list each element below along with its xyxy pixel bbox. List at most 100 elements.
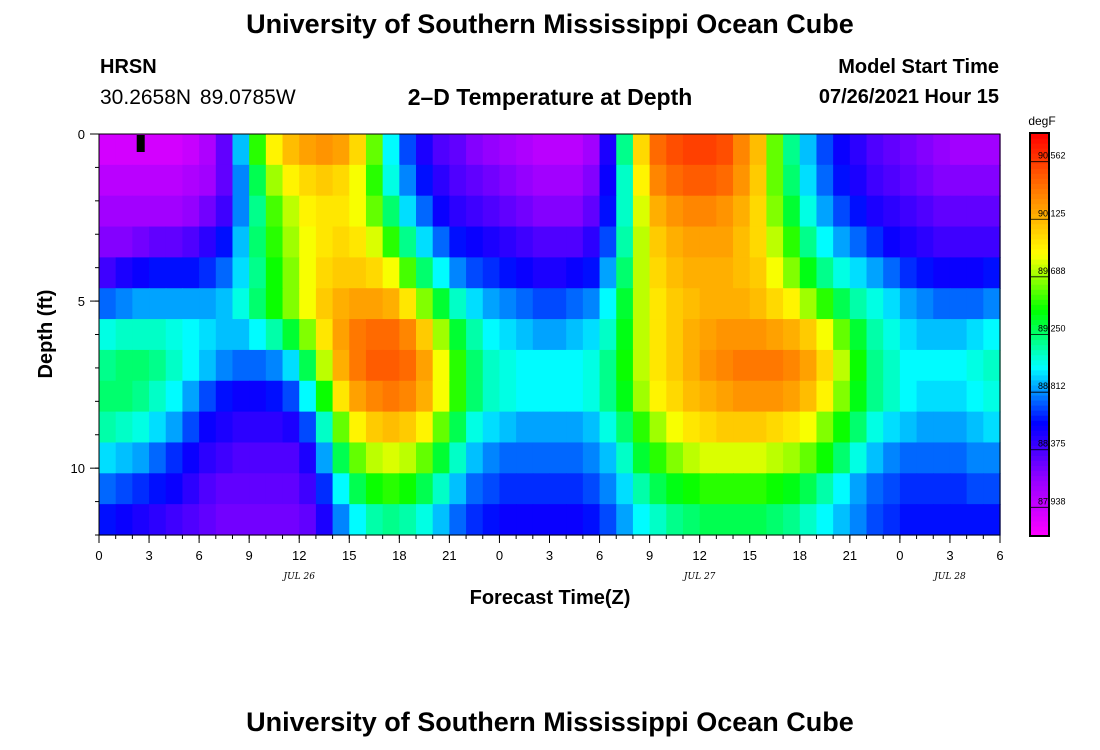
heatmap-cell xyxy=(616,473,634,505)
x-tick-label: 9 xyxy=(246,548,253,563)
heatmap-cell xyxy=(649,134,667,166)
heatmap-cell xyxy=(265,164,284,197)
heatmap-cell xyxy=(783,226,801,258)
heatmap-cell xyxy=(799,288,818,320)
heatmap-cell xyxy=(616,349,634,382)
heatmap-cell xyxy=(899,319,918,351)
heatmap-cell xyxy=(816,134,834,166)
x-tick-label: 12 xyxy=(692,548,706,563)
heatmap-cell xyxy=(315,411,334,444)
heatmap-cell xyxy=(466,164,484,197)
heatmap-cell xyxy=(666,349,684,382)
heatmap-cell xyxy=(115,349,133,382)
colorbar-tick-label: 90.562 xyxy=(1038,151,1066,161)
heatmap-cell xyxy=(499,257,517,289)
heatmap-cell xyxy=(232,380,250,413)
heatmap-cell xyxy=(916,349,934,382)
heatmap-cell xyxy=(215,380,234,413)
heatmap-cell xyxy=(716,164,734,197)
heatmap-cell xyxy=(215,288,234,320)
heatmap-cell xyxy=(482,288,501,320)
colorbar-segment xyxy=(1030,168,1049,174)
heatmap-cell xyxy=(232,257,250,289)
heatmap-cell xyxy=(349,504,367,536)
colorbar-segment xyxy=(1030,319,1049,326)
colorbar-segment xyxy=(1030,470,1049,477)
heatmap-cell xyxy=(866,134,884,166)
heatmap-cell xyxy=(115,226,133,258)
heatmap-cell xyxy=(516,442,534,474)
heatmap-cell xyxy=(215,504,234,536)
heatmap-cell xyxy=(983,226,1001,258)
heatmap-cell xyxy=(949,473,968,505)
heatmap-cell xyxy=(99,411,117,444)
heatmap-cell xyxy=(883,380,901,413)
heatmap-cell xyxy=(833,504,851,536)
heatmap-cell xyxy=(282,411,300,444)
y-tick-label: 0 xyxy=(78,127,85,142)
heatmap-cell xyxy=(682,164,701,197)
heatmap-cell xyxy=(365,288,384,320)
colorbar-segment xyxy=(1030,178,1049,184)
heatmap-cell xyxy=(766,442,784,474)
colorbar-segment xyxy=(1030,314,1049,320)
heatmap-cell xyxy=(282,134,300,166)
heatmap-cell xyxy=(599,195,617,228)
colorbar-tick-label: 90.125 xyxy=(1038,208,1066,218)
heatmap-cell xyxy=(265,349,284,382)
heatmap-cell xyxy=(849,164,868,197)
heatmap-cell xyxy=(599,134,617,166)
colorbar-tick-label: 88.812 xyxy=(1038,381,1066,391)
heatmap-cell xyxy=(966,319,984,351)
heatmap-cell xyxy=(933,319,951,351)
heatmap-cell xyxy=(299,134,317,166)
heatmap-cell xyxy=(582,473,601,505)
colorbar-segment xyxy=(1030,465,1049,472)
heatmap-cell xyxy=(332,380,350,413)
colorbar-unit: degF xyxy=(1028,114,1055,128)
heatmap-cell xyxy=(549,504,567,536)
heatmap-cell xyxy=(933,257,951,289)
heatmap-cell xyxy=(983,164,1001,197)
heatmap-cell xyxy=(549,380,567,413)
heatmap-cell xyxy=(933,473,951,505)
heatmap-cell xyxy=(983,411,1001,444)
heatmap-cell xyxy=(816,504,834,536)
heatmap-cell xyxy=(682,504,701,536)
heatmap-cell xyxy=(232,226,250,258)
heatmap-cell xyxy=(365,504,384,536)
heatmap-cell xyxy=(315,349,334,382)
heatmap-cell xyxy=(716,411,734,444)
heatmap-cell xyxy=(866,380,884,413)
colorbar-segment xyxy=(1030,188,1049,195)
heatmap-cell xyxy=(666,380,684,413)
heatmap-cell xyxy=(699,195,717,228)
heatmap-cell xyxy=(132,504,150,536)
heatmap-cell xyxy=(416,504,434,536)
heatmap-cell xyxy=(165,288,184,320)
colorbar-segment xyxy=(1030,379,1049,386)
colorbar-segment xyxy=(1030,420,1049,426)
heatmap-cell xyxy=(883,257,901,289)
heatmap-cell xyxy=(899,226,918,258)
heatmap-cell xyxy=(165,442,184,474)
heatmap-cell xyxy=(833,164,851,197)
heatmap-cell xyxy=(632,257,651,289)
heatmap-cell xyxy=(582,504,601,536)
heatmap-cell xyxy=(149,195,167,228)
heatmap-cell xyxy=(699,411,717,444)
heatmap-cell xyxy=(382,504,400,536)
heatmap-cell xyxy=(282,380,300,413)
heatmap-cell xyxy=(349,134,367,166)
heatmap-cell xyxy=(432,504,450,536)
heatmap-cell xyxy=(349,257,367,289)
station-name: HRSN xyxy=(100,56,157,78)
heatmap-cell xyxy=(749,411,768,444)
heatmap-cell xyxy=(466,380,484,413)
heatmap-cell xyxy=(132,257,150,289)
heatmap-cell xyxy=(649,319,667,351)
heatmap-cell xyxy=(299,288,317,320)
heatmap-cell xyxy=(315,257,334,289)
heatmap-cell xyxy=(649,288,667,320)
